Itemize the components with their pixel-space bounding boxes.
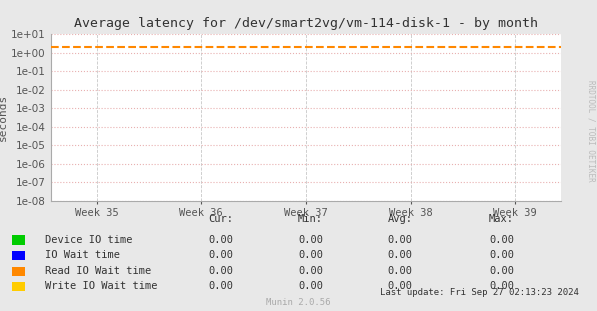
Text: Device IO time: Device IO time	[45, 235, 133, 245]
Text: 0.00: 0.00	[387, 235, 413, 245]
Text: 0.00: 0.00	[489, 281, 514, 291]
Text: 0.00: 0.00	[298, 266, 323, 276]
Text: IO Wait time: IO Wait time	[45, 250, 120, 260]
Title: Average latency for /dev/smart2vg/vm-114-disk-1 - by month: Average latency for /dev/smart2vg/vm-114…	[74, 17, 538, 30]
Text: 0.00: 0.00	[489, 250, 514, 260]
Text: 0.00: 0.00	[208, 250, 233, 260]
Text: Cur:: Cur:	[208, 214, 233, 224]
Y-axis label: seconds: seconds	[0, 94, 8, 141]
Text: 0.00: 0.00	[387, 250, 413, 260]
Text: 0.00: 0.00	[298, 235, 323, 245]
Text: Read IO Wait time: Read IO Wait time	[45, 266, 151, 276]
Text: 0.00: 0.00	[489, 266, 514, 276]
Text: 0.00: 0.00	[298, 250, 323, 260]
Text: 0.00: 0.00	[387, 281, 413, 291]
Text: Min:: Min:	[298, 214, 323, 224]
Text: 0.00: 0.00	[298, 281, 323, 291]
Text: Avg:: Avg:	[387, 214, 413, 224]
Text: 0.00: 0.00	[208, 281, 233, 291]
Text: 0.00: 0.00	[208, 266, 233, 276]
Text: 0.00: 0.00	[489, 235, 514, 245]
Text: Last update: Fri Sep 27 02:13:23 2024: Last update: Fri Sep 27 02:13:23 2024	[380, 288, 579, 297]
Text: Munin 2.0.56: Munin 2.0.56	[266, 298, 331, 307]
Text: Write IO Wait time: Write IO Wait time	[45, 281, 157, 291]
Text: 0.00: 0.00	[387, 266, 413, 276]
Text: RRDTOOL / TOBI OETIKER: RRDTOOL / TOBI OETIKER	[587, 80, 596, 182]
Text: Max:: Max:	[489, 214, 514, 224]
Text: 0.00: 0.00	[208, 235, 233, 245]
